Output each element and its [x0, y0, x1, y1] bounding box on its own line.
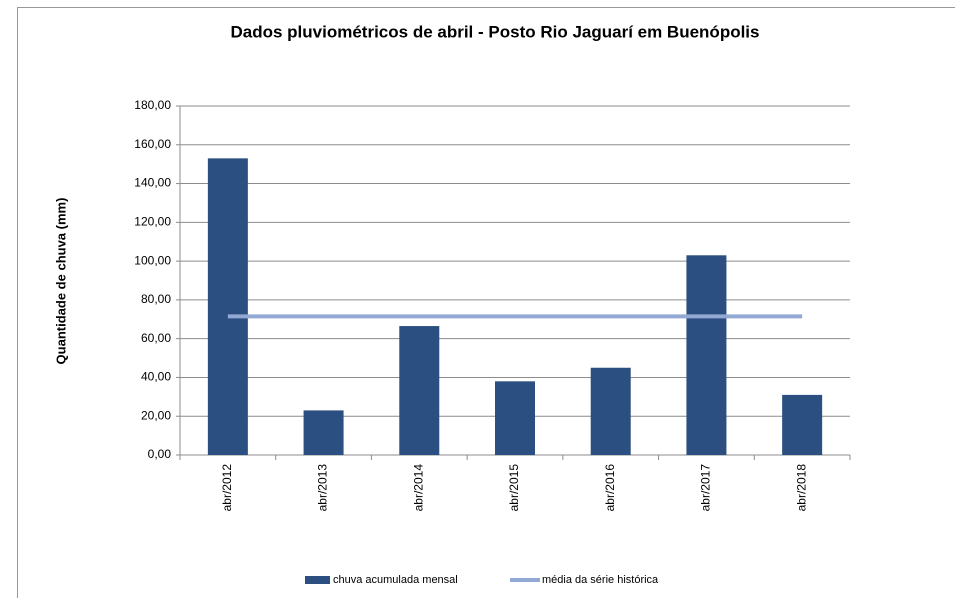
x-tick-label: abr/2014: [411, 464, 425, 512]
y-tick-label: 160,00: [134, 137, 171, 151]
y-tick-label: 60,00: [141, 331, 171, 345]
bar: [399, 326, 440, 455]
bar: [590, 367, 631, 455]
x-tick-label: abr/2017: [699, 464, 713, 512]
legend-label: média da série histórica: [542, 574, 659, 586]
x-tick-label: abr/2015: [507, 464, 521, 512]
y-tick-label: 140,00: [134, 176, 171, 190]
y-tick-label: 120,00: [134, 215, 171, 229]
y-tick-label: 40,00: [141, 370, 171, 384]
bar: [495, 381, 535, 455]
legend-label: chuva acumulada mensal: [333, 574, 458, 586]
y-tick-label: 0,00: [148, 447, 172, 461]
y-tick-label: 100,00: [134, 253, 171, 267]
y-tick-label: 180,00: [134, 98, 171, 112]
x-tick-label: abr/2016: [603, 464, 617, 512]
x-tick-label: abr/2013: [316, 464, 330, 512]
bar: [207, 158, 248, 455]
bar: [782, 394, 823, 455]
chart-title: Dados pluviométricos de abril - Posto Ri…: [231, 22, 760, 41]
bar: [686, 255, 727, 455]
x-tick-label: abr/2012: [220, 464, 234, 512]
y-tick-label: 80,00: [141, 292, 171, 306]
bar: [303, 410, 344, 455]
y-axis-title: Quantidade de chuva (mm): [53, 198, 68, 365]
legend-swatch: [305, 576, 330, 584]
x-tick-label: abr/2018: [794, 464, 808, 512]
y-tick-label: 20,00: [141, 408, 171, 422]
